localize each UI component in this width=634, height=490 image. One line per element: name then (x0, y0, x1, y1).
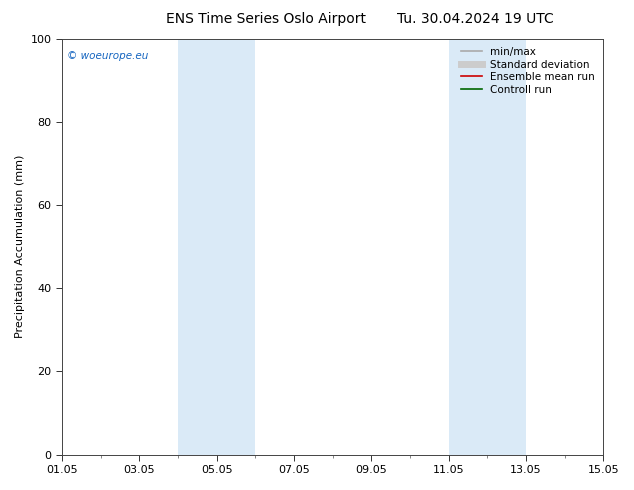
Text: ENS Time Series Oslo Airport: ENS Time Series Oslo Airport (166, 12, 366, 26)
Text: © woeurope.eu: © woeurope.eu (67, 51, 149, 61)
Bar (448, 39, 526, 455)
Y-axis label: Precipitation Accumulation (mm): Precipitation Accumulation (mm) (15, 155, 25, 338)
Legend: min/max, Standard deviation, Ensemble mean run, Controll run: min/max, Standard deviation, Ensemble me… (458, 44, 598, 98)
Text: Tu. 30.04.2024 19 UTC: Tu. 30.04.2024 19 UTC (397, 12, 554, 26)
Bar (178, 39, 256, 455)
